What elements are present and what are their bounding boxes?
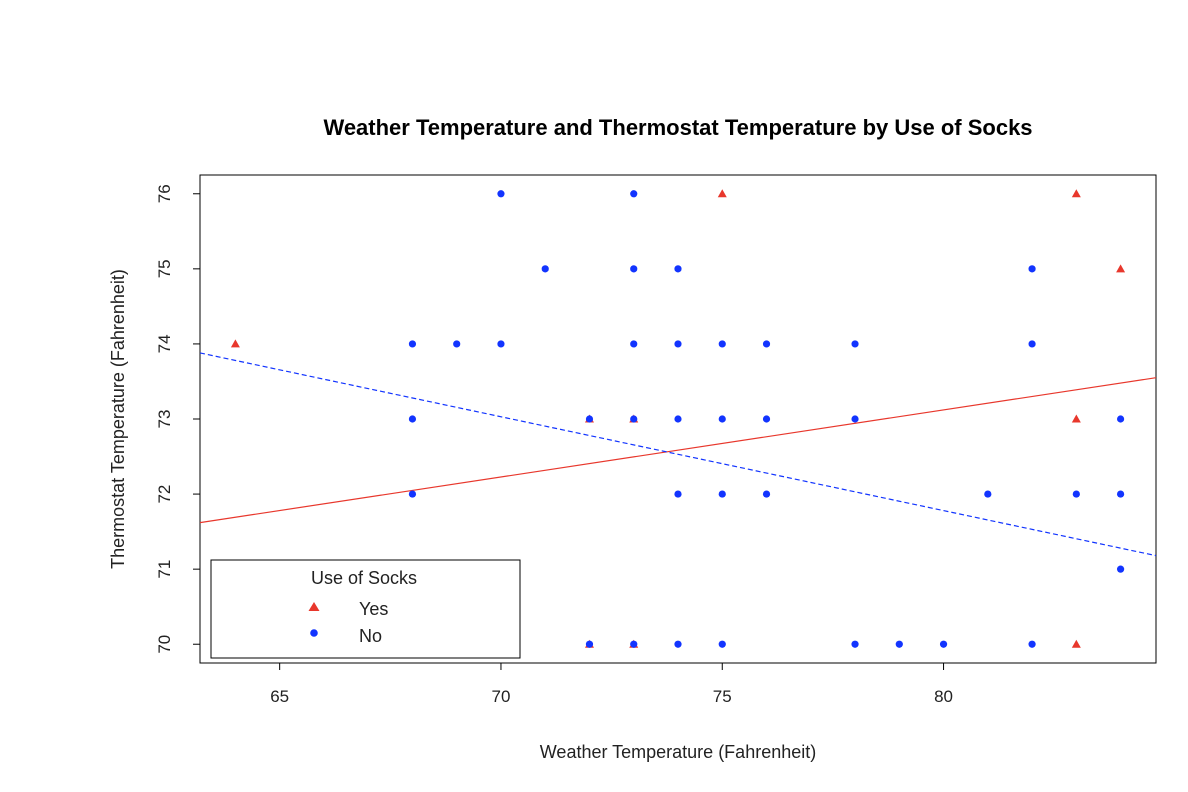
point-no [851, 640, 859, 648]
point-no [895, 640, 903, 648]
point-no [674, 640, 682, 648]
point-yes [1071, 639, 1081, 648]
point-no [630, 415, 638, 423]
x-tick-label: 70 [492, 687, 511, 706]
point-no [984, 490, 992, 498]
point-yes [717, 189, 727, 198]
y-tick-label: 74 [155, 334, 174, 353]
x-tick-label: 65 [270, 687, 289, 706]
point-no [939, 640, 948, 648]
fit-line-yes [199, 377, 1157, 524]
x-axis: 65 70 75 80 [270, 663, 953, 706]
point-no [851, 340, 859, 348]
point-no [497, 190, 505, 198]
y-tick-label: 76 [155, 184, 174, 203]
point-no [674, 265, 682, 273]
point-yes [1116, 264, 1126, 273]
y-axis: 70 71 72 73 74 75 76 [155, 184, 200, 654]
fit-line-no [199, 352, 1157, 557]
point-no [630, 265, 638, 273]
chart-title: Weather Temperature and Thermostat Tempe… [323, 115, 1032, 140]
y-tick-label: 75 [155, 259, 174, 278]
point-no [762, 340, 771, 348]
y-tick-label: 73 [155, 410, 174, 429]
x-tick-label: 75 [713, 687, 732, 706]
point-no [1116, 490, 1125, 498]
point-yes [1071, 414, 1081, 423]
point-no [1028, 340, 1036, 348]
point-no [630, 340, 638, 348]
point-no [674, 415, 682, 423]
legend-box [210, 559, 521, 659]
point-no [408, 490, 417, 498]
point-no [762, 490, 771, 498]
point-no [674, 340, 682, 348]
point-no [541, 265, 549, 273]
legend-title: Use of Socks [311, 568, 417, 588]
y-tick-label: 72 [155, 485, 174, 504]
point-no [674, 490, 682, 498]
x-tick-label: 80 [934, 687, 953, 706]
point-no [630, 640, 638, 648]
x-axis-label: Weather Temperature (Fahrenheit) [540, 742, 816, 762]
point-no [1028, 640, 1036, 648]
point-no [1116, 415, 1125, 423]
point-no [585, 415, 594, 423]
fit-lines [199, 352, 1157, 557]
point-no [408, 340, 417, 348]
legend-triangle-icon [308, 602, 320, 611]
point-no [585, 640, 594, 648]
point-yes [230, 339, 240, 348]
legend-circle-icon [310, 629, 318, 637]
point-no [1072, 490, 1080, 498]
legend-label-yes: Yes [359, 599, 388, 619]
y-axis-label: Thermostat Temperature (Fahrenheit) [108, 269, 128, 569]
point-no [408, 415, 417, 423]
y-tick-label: 70 [155, 635, 174, 654]
point-no [718, 490, 726, 498]
point-no [630, 190, 638, 198]
point-no [497, 340, 505, 348]
point-no [718, 640, 726, 648]
point-no [1116, 565, 1125, 573]
y-tick-label: 71 [155, 560, 174, 579]
data-points [230, 189, 1126, 648]
point-no [851, 415, 859, 423]
point-no [718, 340, 726, 348]
point-no [718, 415, 726, 423]
point-no [1028, 265, 1036, 273]
legend: Use of Socks Yes No [210, 559, 521, 659]
point-yes [1071, 189, 1081, 198]
point-no [453, 340, 461, 348]
point-no [762, 415, 771, 423]
legend-label-no: No [359, 626, 382, 646]
